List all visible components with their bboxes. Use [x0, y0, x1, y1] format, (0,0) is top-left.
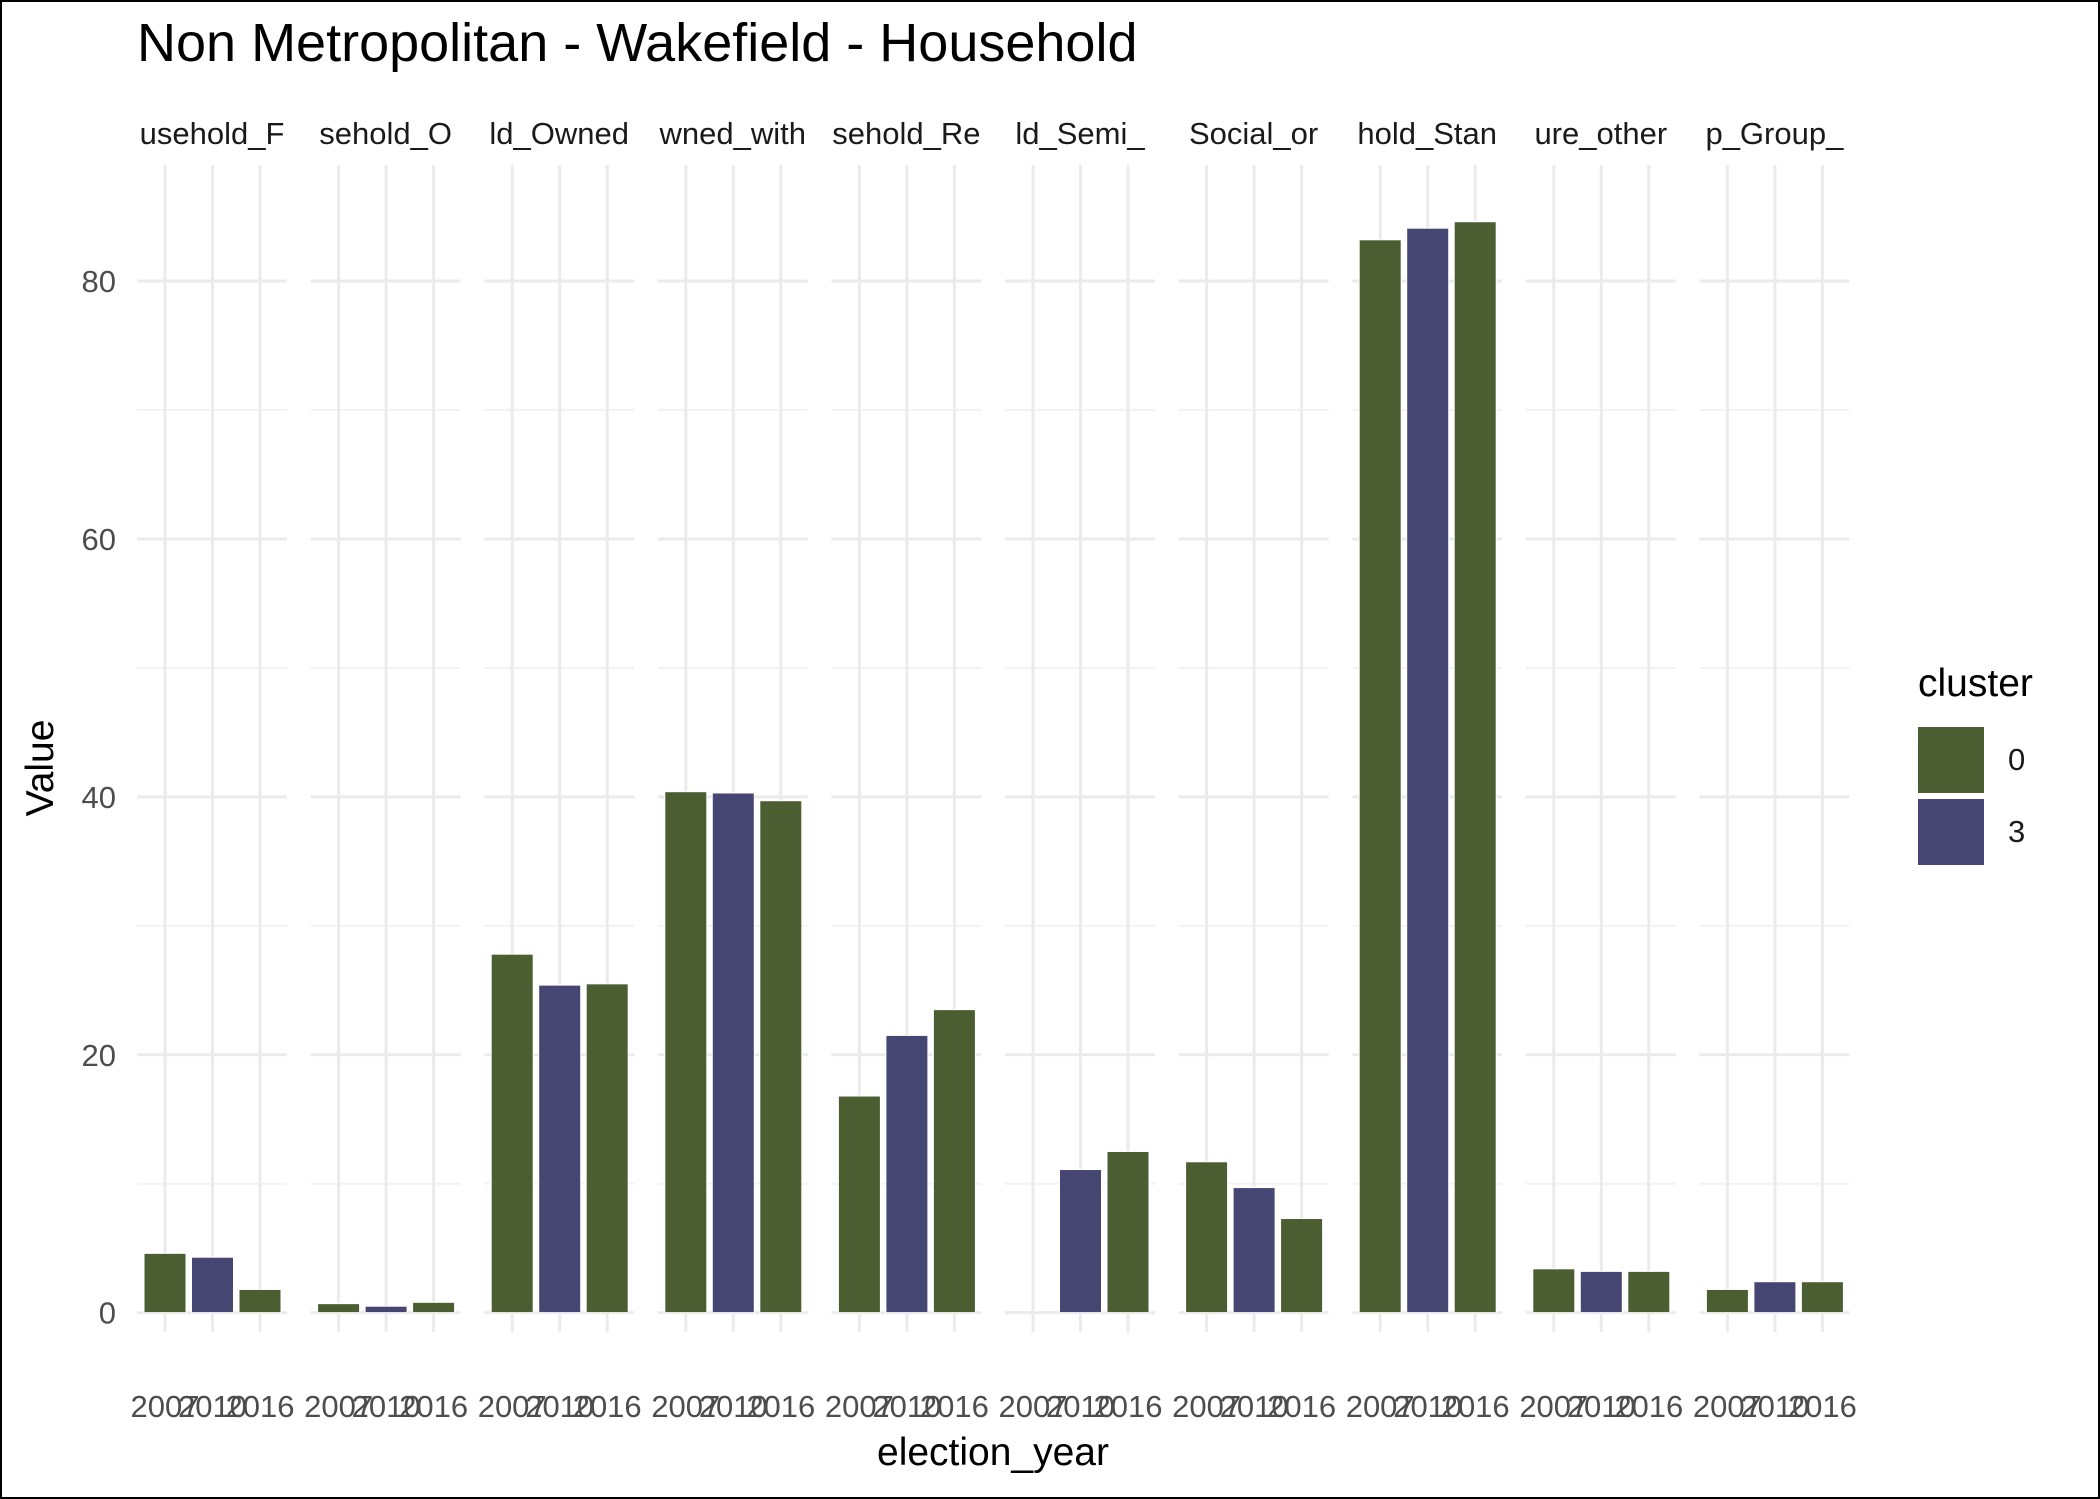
bar-wned_with-2016 [759, 800, 803, 1314]
x-tick-label: 2007 [1693, 1389, 1762, 1424]
bar-ure_other-2010 [1579, 1270, 1623, 1314]
x-tick-label: 2016 [226, 1389, 295, 1424]
x-tick-label: 2010 [525, 1389, 594, 1424]
bar-ure_other-2007 [1532, 1268, 1576, 1314]
x-tick-label: 2010 [699, 1389, 768, 1424]
bar-ld_Semi_-2010 [1059, 1169, 1102, 1314]
bar-sehold_Re-2010 [885, 1034, 929, 1314]
legend-item-3: 3 [1918, 796, 2033, 868]
bar-ld_Owned-2010 [538, 984, 582, 1314]
facet-strip-label: hold_Stan [1357, 116, 1497, 151]
bar-sehold_O-2007 [317, 1303, 361, 1314]
y-tick-label: 40 [82, 780, 116, 815]
x-axis-title: election_year [877, 1431, 1109, 1474]
x-tick-label: 2010 [178, 1389, 247, 1424]
x-tick-label: 2007 [1346, 1389, 1415, 1424]
y-tick-label: 80 [82, 264, 116, 299]
bar-ld_Semi_-2016 [1106, 1150, 1150, 1314]
x-tick-label: 2007 [651, 1389, 720, 1424]
legend: cluster 0 3 [1918, 662, 2033, 868]
facet-strip-label: ld_Semi_ [1015, 116, 1145, 151]
x-tick-label: 2016 [1441, 1389, 1510, 1424]
bar-ld_Owned-2016 [585, 983, 629, 1314]
x-tick-label: 2016 [1614, 1389, 1683, 1424]
x-tick-label: 2007 [131, 1389, 200, 1424]
x-tick-label: 2016 [920, 1389, 989, 1424]
y-tick-label: 60 [82, 522, 116, 557]
legend-label-0: 0 [2008, 742, 2026, 777]
facet-strip-label: ure_other [1534, 116, 1667, 151]
bar-usehold_F-2010 [191, 1256, 234, 1314]
x-tick-label: 2016 [746, 1389, 815, 1424]
bar-sehold_Re-2016 [932, 1009, 976, 1314]
x-tick-label: 2010 [1740, 1389, 1809, 1424]
x-tick-label: 2016 [573, 1389, 642, 1424]
facet-strip-label: ld_Owned [489, 116, 629, 151]
bar-usehold_F-2016 [238, 1288, 282, 1314]
x-tick-label: 2007 [478, 1389, 547, 1424]
facet-strip-label: sehold_Re [832, 116, 980, 151]
facet-strip-label: usehold_F [140, 116, 285, 151]
bars [143, 221, 1844, 1314]
bar-sehold_O-2016 [412, 1301, 456, 1314]
y-axis-title: Value [19, 720, 62, 817]
x-tick-label: 2016 [1267, 1389, 1336, 1424]
bar-usehold_F-2007 [143, 1252, 187, 1314]
legend-title: cluster [1918, 662, 2033, 705]
bar-ure_other-2016 [1627, 1270, 1671, 1314]
facet-strips: usehold_F sehold_O ld_Owned wned_with sehold… [140, 116, 1844, 151]
bar-wned_with-2010 [711, 792, 755, 1314]
x-tick-label: 2010 [1567, 1389, 1636, 1424]
bar-Social_or-2007 [1185, 1161, 1229, 1314]
x-tick-label: 2010 [1393, 1389, 1462, 1424]
x-tick-label: 2007 [825, 1389, 894, 1424]
x-tick-label: 2007 [999, 1389, 1068, 1424]
legend-item-0: 0 [1918, 724, 2033, 796]
legend-key-3 [1918, 799, 1984, 865]
y-axis-ticks: 0 20 40 60 80 [82, 264, 116, 1331]
y-tick-label: 20 [82, 1038, 116, 1073]
x-tick-label: 2010 [352, 1389, 421, 1424]
x-tick-label: 2007 [304, 1389, 373, 1424]
legend-label-3: 3 [2008, 814, 2026, 849]
x-tick-label: 2010 [1046, 1389, 1115, 1424]
legend-key-0 [1918, 727, 1984, 793]
facet-strip-label: sehold_O [319, 116, 452, 151]
bar-Social_or-2010 [1232, 1187, 1276, 1314]
x-tick-label: 2010 [872, 1389, 941, 1424]
y-tick-label: 0 [99, 1296, 116, 1331]
bar-hold_Stan-2007 [1358, 239, 1402, 1314]
x-tick-label: 2016 [1788, 1389, 1857, 1424]
chart-title: Non Metropolitan - Wakefield - Household [137, 13, 1138, 73]
bar-hold_Stan-2016 [1453, 221, 1497, 1314]
x-tick-label: 2010 [1220, 1389, 1289, 1424]
bar-p_Group_-2007 [1705, 1288, 1749, 1314]
x-tick-label: 2007 [1172, 1389, 1241, 1424]
facet-strip-label: p_Group_ [1705, 116, 1844, 151]
facet-strip-label: Social_or [1189, 116, 1318, 151]
bar-p_Group_-2010 [1753, 1281, 1797, 1314]
bar-Social_or-2016 [1280, 1218, 1324, 1314]
bar-hold_Stan-2010 [1406, 227, 1450, 1314]
gridlines [137, 165, 1850, 1332]
bar-sehold_Re-2007 [837, 1095, 881, 1314]
facet-strip-label: wned_with [659, 116, 806, 151]
x-tick-label: 2007 [1519, 1389, 1588, 1424]
x-tick-label: 2016 [399, 1389, 468, 1424]
x-tick-label: 2016 [1094, 1389, 1163, 1424]
bar-p_Group_-2016 [1800, 1281, 1844, 1314]
bar-wned_with-2007 [664, 791, 708, 1314]
bar-ld_Owned-2007 [490, 953, 534, 1314]
bar-sehold_O-2010 [364, 1305, 408, 1314]
